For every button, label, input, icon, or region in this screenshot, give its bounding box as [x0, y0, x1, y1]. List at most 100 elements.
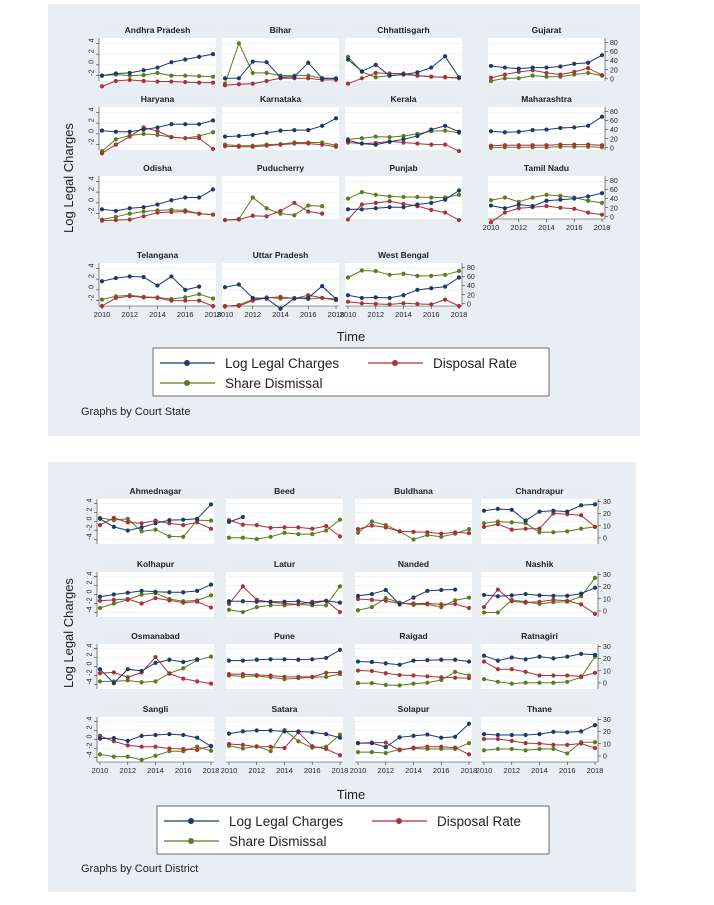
left-tick-label: -4 — [87, 533, 94, 539]
data-point-log — [565, 654, 570, 659]
data-point-disp — [544, 143, 549, 148]
data-point-log — [443, 54, 448, 59]
left-tick-label: 4 — [87, 498, 94, 502]
graph-note: Graphs by Court District — [81, 863, 198, 875]
data-point-log — [141, 127, 146, 132]
data-point-disp — [359, 301, 364, 306]
data-point-log — [551, 593, 556, 598]
left-tick-label: -4 — [87, 751, 94, 757]
right-tick-label: 80 — [610, 178, 618, 185]
data-point-disp — [250, 81, 255, 86]
data-point-dism — [369, 750, 374, 755]
data-point-dism — [551, 530, 556, 535]
data-point-disp — [306, 76, 311, 81]
subplot-title: Raigad — [399, 631, 427, 641]
subplot-odisha: Odisha 4 2 0 -2 — [89, 162, 216, 223]
data-point-log — [197, 284, 202, 289]
data-point-log — [127, 206, 132, 211]
data-point-dism — [183, 295, 188, 300]
graph-note: Graphs by Court State — [81, 406, 190, 418]
data-point-log — [488, 203, 494, 208]
data-point-log — [181, 517, 186, 522]
left-tick-label: -2 — [89, 207, 96, 213]
data-point-disp — [236, 217, 241, 222]
data-point-disp — [387, 302, 392, 307]
data-point-log — [306, 60, 311, 65]
data-point-log — [488, 63, 494, 69]
data-point-dism — [523, 680, 528, 685]
data-point-log — [401, 137, 406, 142]
x-tick-label: 2010 — [340, 310, 357, 319]
right-tick-label: 80 — [610, 109, 618, 116]
data-point-dism — [155, 70, 160, 76]
left-tick-label: 2 — [87, 652, 94, 656]
data-point-log — [429, 286, 434, 291]
data-point-log — [153, 732, 158, 738]
x-axis-title: Time — [337, 787, 365, 802]
data-point-log — [210, 187, 216, 192]
data-point-log — [345, 207, 351, 212]
data-point-disp — [415, 73, 420, 78]
data-point-log — [599, 53, 605, 58]
data-point-dism — [355, 750, 361, 755]
data-point-log — [411, 595, 416, 600]
data-point-disp — [415, 301, 420, 306]
data-point-dism — [466, 595, 472, 600]
data-point-disp — [139, 521, 144, 526]
data-point-log — [292, 296, 297, 301]
data-point-disp — [254, 672, 259, 678]
data-point-disp — [333, 144, 339, 149]
data-point-log — [383, 661, 388, 666]
data-point-dism — [373, 75, 378, 80]
left-tick-label: -2 — [89, 138, 96, 144]
left-tick-label: 4 — [87, 716, 94, 720]
left-tick-label: 0 — [87, 589, 94, 593]
data-point-disp — [592, 745, 598, 751]
data-point-disp — [369, 668, 374, 674]
right-tick-label: 10 — [603, 668, 611, 675]
data-point-dism — [509, 746, 514, 752]
data-point-dism — [579, 526, 584, 531]
x-tick-label: 2014 — [149, 310, 166, 319]
data-point-log — [495, 658, 500, 663]
subplot-puducherry: Puducherry — [222, 162, 339, 223]
data-point-log — [292, 74, 297, 79]
data-point-log — [369, 591, 374, 597]
data-point-log — [296, 657, 301, 662]
data-point-dism — [324, 528, 329, 533]
data-point-disp — [345, 81, 351, 86]
data-point-dism — [97, 752, 103, 757]
subplot-title-strip — [355, 558, 472, 570]
data-point-disp — [236, 144, 241, 149]
data-point-disp — [310, 674, 315, 679]
subplot-title-strip — [226, 558, 343, 570]
left-tick-label: -2 — [87, 669, 94, 675]
data-point-disp — [481, 524, 487, 530]
right-tick-label: 20 — [603, 584, 611, 591]
legend-swatch-marker — [184, 360, 190, 366]
data-point-log — [97, 736, 103, 741]
data-point-disp — [210, 80, 216, 85]
data-point-dism — [197, 292, 202, 297]
data-point-disp — [240, 522, 245, 527]
data-point-log — [495, 732, 500, 738]
data-point-log — [443, 284, 448, 289]
data-point-disp — [456, 303, 462, 309]
right-tick-label: 60 — [467, 274, 475, 281]
data-point-dism — [544, 74, 549, 79]
left-tick-label: 2 — [87, 580, 94, 584]
data-point-dism — [125, 678, 130, 683]
data-point-dism — [310, 532, 315, 537]
data-point-log — [337, 647, 343, 652]
data-point-dism — [359, 136, 364, 141]
data-point-log — [181, 732, 186, 738]
data-point-dism — [139, 757, 144, 762]
data-point-log — [495, 594, 500, 599]
data-point-disp — [208, 681, 214, 686]
data-point-disp — [456, 148, 462, 154]
x-axis-title: Time — [337, 329, 365, 344]
data-point-disp — [236, 303, 241, 309]
data-point-log — [169, 60, 174, 65]
data-point-log — [544, 127, 549, 132]
data-point-log — [254, 599, 259, 604]
